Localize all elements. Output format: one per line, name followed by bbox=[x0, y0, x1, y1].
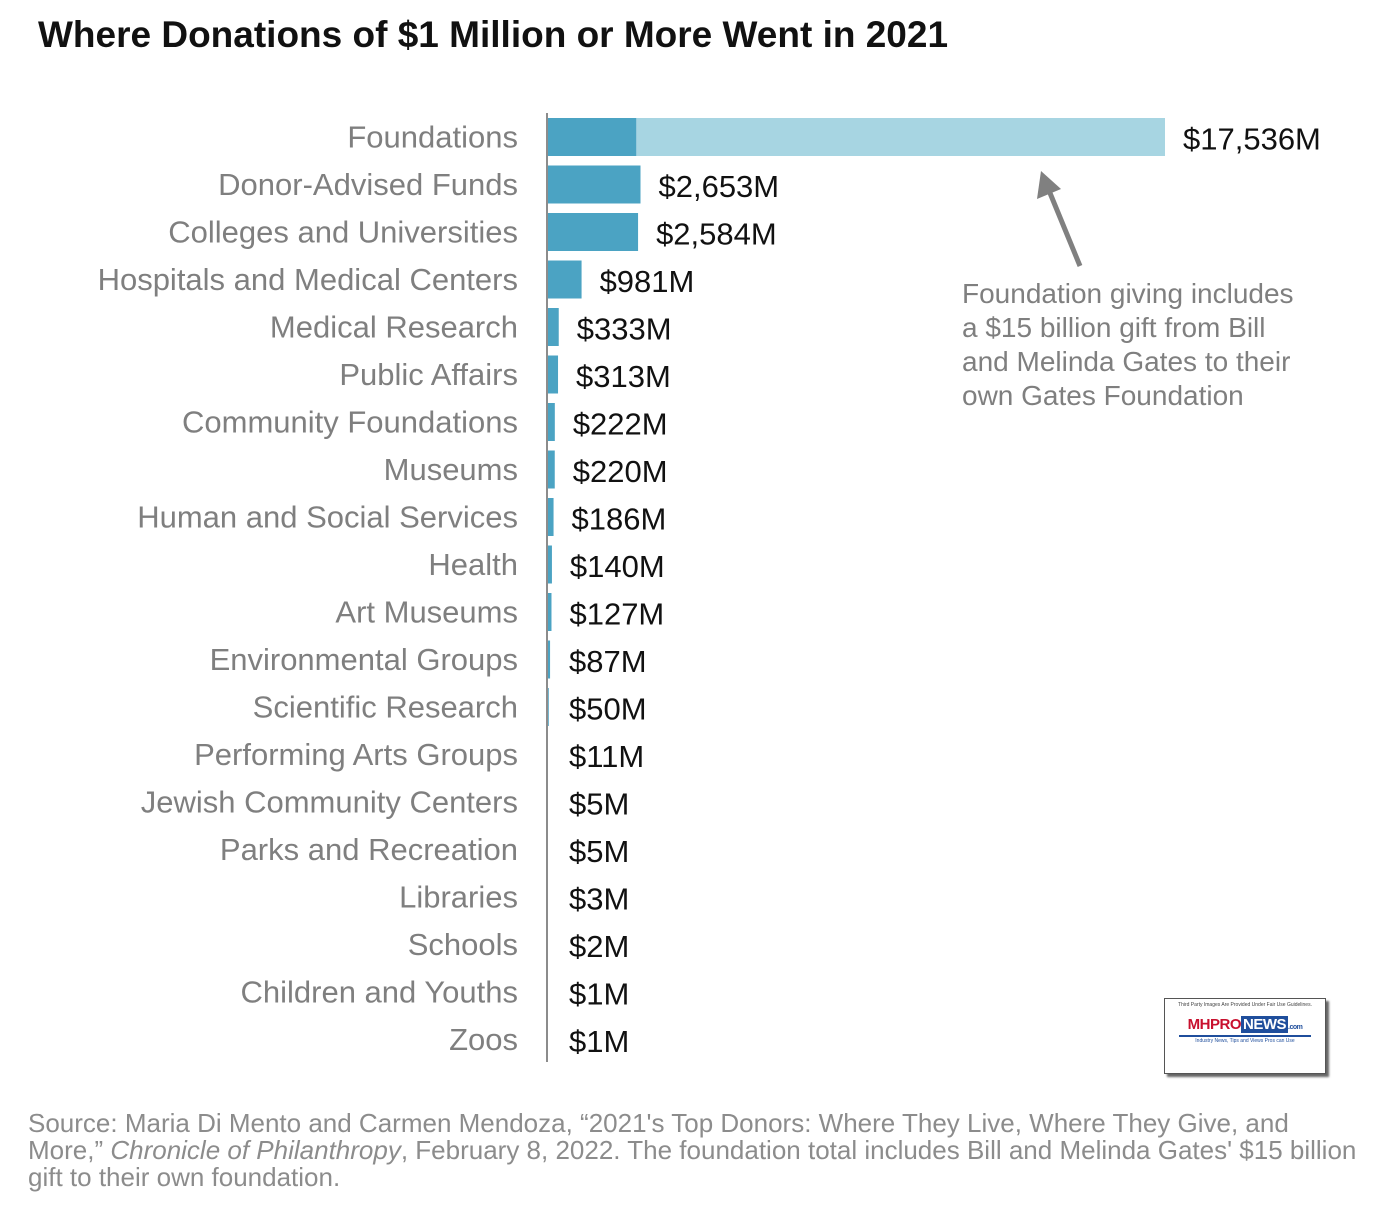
category-label-8: Human and Social Services bbox=[137, 500, 518, 535]
bar-0-base bbox=[547, 118, 637, 156]
category-label-5: Public Affairs bbox=[339, 357, 518, 392]
chart-title: Where Donations of $1 Million or More We… bbox=[38, 14, 949, 55]
category-label-0: Foundations bbox=[347, 120, 518, 155]
value-label-13: $11M bbox=[569, 739, 644, 774]
category-label-14: Jewish Community Centers bbox=[141, 785, 518, 820]
category-label-10: Art Museums bbox=[335, 595, 518, 630]
bar-3 bbox=[547, 260, 582, 299]
source-suffix: , February 8, 2022. The foundation total… bbox=[28, 1135, 1357, 1192]
annotation-text: Foundation giving includes a $15 billion … bbox=[962, 278, 1294, 411]
mhpronews-logo: Third Party Images Are Provided Under Fa… bbox=[1164, 998, 1326, 1074]
source-note: Source: Maria Di Mento and Carmen Mendoz… bbox=[28, 1110, 1368, 1191]
category-label-1: Donor-Advised Funds bbox=[218, 167, 518, 202]
category-label-6: Community Foundations bbox=[182, 405, 518, 440]
bar-chart: Foundations $17,536M Donor-Advised Funds $2… bbox=[98, 113, 1321, 1062]
value-label-7: $220M bbox=[573, 454, 668, 489]
value-label-12: $50M bbox=[569, 692, 647, 727]
category-label-18: Children and Youths bbox=[240, 975, 518, 1010]
bar-10 bbox=[547, 593, 552, 631]
value-label-18: $1M bbox=[569, 977, 629, 1012]
annotation-line-3: own Gates Foundation bbox=[962, 380, 1244, 411]
category-label-15: Parks and Recreation bbox=[220, 832, 518, 867]
logo-tagline: Industry News, Tips and Views Pros can U… bbox=[1195, 1038, 1295, 1044]
bar-11 bbox=[547, 640, 551, 679]
logo-news: NEWS bbox=[1241, 1016, 1288, 1033]
value-label-8: $186M bbox=[572, 502, 667, 537]
value-label-2: $2,584M bbox=[656, 217, 777, 252]
category-label-19: Zoos bbox=[449, 1022, 518, 1057]
value-label-3: $981M bbox=[600, 264, 695, 299]
category-label-11: Environmental Groups bbox=[210, 642, 518, 677]
category-label-12: Scientific Research bbox=[253, 690, 518, 725]
annotation-line-1: a $15 billion gift from Bill bbox=[962, 312, 1265, 343]
bar-4 bbox=[547, 308, 559, 346]
category-label-4: Medical Research bbox=[270, 310, 518, 345]
value-label-0: $17,536M bbox=[1183, 122, 1321, 157]
value-label-19: $1M bbox=[569, 1024, 629, 1059]
source-prefix: Source: Maria Di Mento and Carmen Mendoz… bbox=[28, 1108, 1289, 1165]
category-label-7: Museums bbox=[384, 452, 518, 487]
logo-fair-use-text: Third Party Images Are Provided Under Fa… bbox=[1178, 1002, 1312, 1008]
value-label-11: $87M bbox=[569, 644, 647, 679]
value-label-6: $222M bbox=[573, 407, 668, 442]
bar-9 bbox=[547, 545, 552, 584]
value-label-16: $3M bbox=[569, 882, 629, 917]
bar-2 bbox=[547, 213, 639, 251]
value-label-14: $5M bbox=[569, 787, 629, 822]
value-label-9: $140M bbox=[570, 549, 665, 584]
category-label-16: Libraries bbox=[399, 880, 518, 915]
value-label-5: $313M bbox=[576, 359, 671, 394]
value-label-1: $2,653M bbox=[658, 169, 779, 204]
annotation: Foundation giving includes a $15 billion … bbox=[962, 171, 1294, 411]
bar-1 bbox=[547, 165, 641, 204]
labels-layer: Foundations $17,536M Donor-Advised Funds $2… bbox=[98, 120, 1321, 1060]
source-publication: Chronicle of Philanthropy bbox=[110, 1135, 401, 1165]
annotation-arrow-shaft bbox=[1047, 192, 1083, 267]
bar-8 bbox=[547, 498, 554, 536]
logo-com: .com bbox=[1288, 1024, 1303, 1031]
bar-5 bbox=[547, 355, 559, 394]
value-label-17: $2M bbox=[569, 929, 629, 964]
category-label-3: Hospitals and Medical Centers bbox=[98, 262, 518, 297]
category-label-9: Health bbox=[428, 547, 518, 582]
logo-wordmark: MHPRO NEWS .com bbox=[1165, 1016, 1325, 1033]
annotation-arrow-head bbox=[1037, 171, 1061, 199]
value-label-10: $127M bbox=[569, 597, 664, 632]
category-label-2: Colleges and Universities bbox=[168, 215, 518, 250]
logo-pro: PRO bbox=[1209, 1016, 1242, 1033]
bar-7 bbox=[547, 450, 555, 489]
value-label-15: $5M bbox=[569, 834, 629, 869]
bar-6 bbox=[547, 403, 555, 441]
bars-layer bbox=[547, 118, 1165, 1059]
logo-mh: MH bbox=[1187, 1016, 1211, 1033]
category-label-13: Performing Arts Groups bbox=[194, 737, 518, 772]
value-label-4: $333M bbox=[577, 312, 672, 347]
annotation-line-2: and Melinda Gates to their bbox=[962, 346, 1290, 377]
category-label-17: Schools bbox=[408, 927, 518, 962]
logo-rule bbox=[1179, 1035, 1311, 1037]
annotation-line-0: Foundation giving includes bbox=[962, 278, 1294, 309]
bar-0-highlight bbox=[636, 118, 1165, 156]
